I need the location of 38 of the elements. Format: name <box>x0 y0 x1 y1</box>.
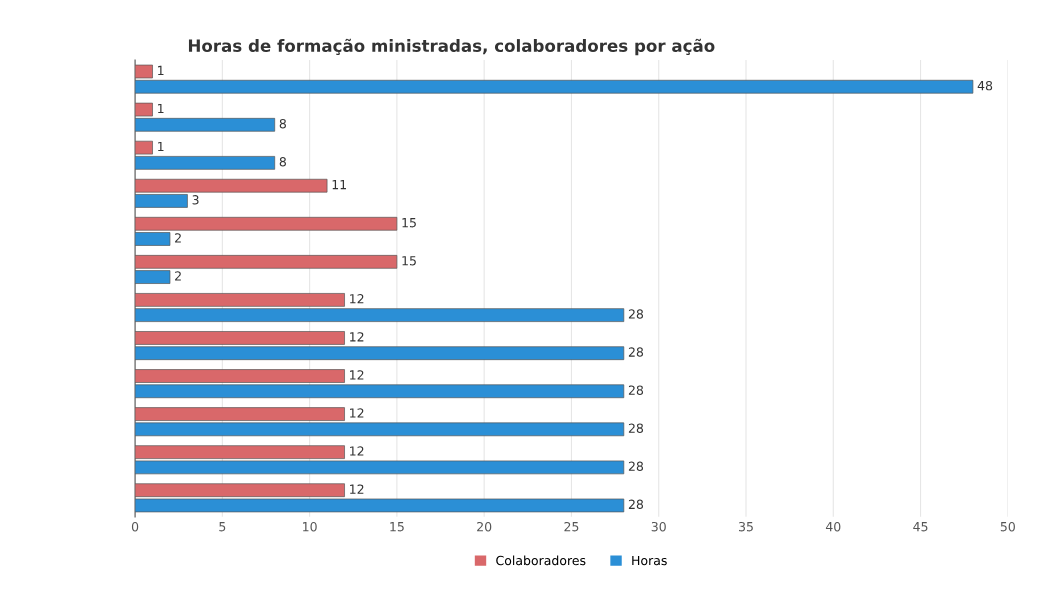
data-label: 28 <box>628 461 644 471</box>
data-label: 28 <box>628 385 644 395</box>
data-label: 1 <box>158 65 164 75</box>
data-label: 8 <box>279 118 286 129</box>
x-tick-label: 30 <box>651 521 666 532</box>
data-label: 28 <box>628 309 644 319</box>
x-tick-label: 40 <box>825 521 841 532</box>
data-label: 12 <box>350 446 364 456</box>
data-label: 12 <box>350 332 364 342</box>
data-label: 28 <box>628 423 644 433</box>
data-label: 12 <box>350 484 364 494</box>
data-label: 48 <box>977 80 993 91</box>
legend-label: Colaboradores <box>496 555 586 566</box>
data-label: 8 <box>279 157 286 167</box>
x-tick-label: 25 <box>564 521 579 532</box>
x-tick-label: 15 <box>390 522 404 532</box>
data-label: 28 <box>628 499 644 510</box>
data-label: 1 <box>158 103 164 114</box>
chart-title: Horas de formação ministradas, colaboradores por ação <box>188 38 715 56</box>
data-label: 2 <box>175 271 181 281</box>
x-tick-label: 35 <box>739 521 753 532</box>
x-tick-label: 0 <box>131 521 139 532</box>
data-label: 12 <box>350 408 364 418</box>
legend-label: Horas <box>632 555 667 566</box>
x-tick-label: 10 <box>303 521 317 532</box>
data-label: 12 <box>350 370 364 380</box>
data-label: 11 <box>332 180 346 190</box>
data-label: 1 <box>158 141 164 152</box>
data-label: 28 <box>628 347 644 357</box>
x-tick-label: 5 <box>219 522 226 532</box>
x-tick-label: 50 <box>1000 521 1015 532</box>
data-label: 12 <box>350 294 364 304</box>
data-label: 15 <box>402 218 416 228</box>
x-tick-label: 20 <box>477 521 492 532</box>
data-label: 3 <box>192 195 199 205</box>
x-tick-label: 45 <box>913 522 928 532</box>
data-label: 2 <box>175 233 181 243</box>
data-label: 15 <box>402 256 416 266</box>
